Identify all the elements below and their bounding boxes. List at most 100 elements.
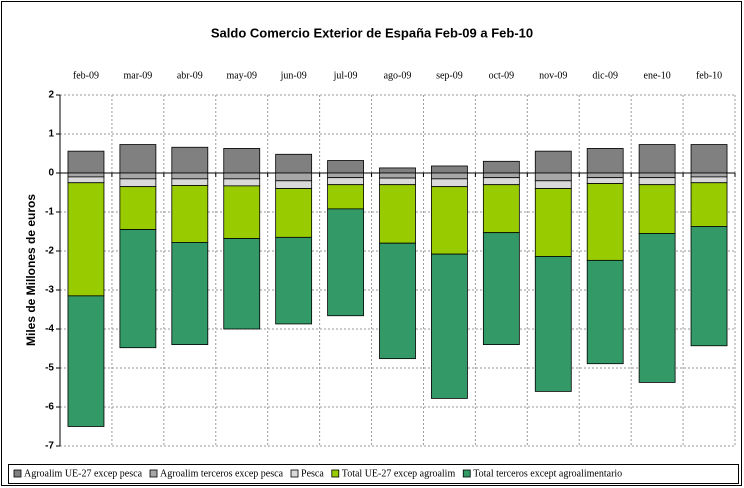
y-tick-label: -3 [45,285,54,296]
y-tick-label: 1 [48,129,54,140]
x-tick-label: jul-09 [333,70,358,81]
x-tick-label: mar-09 [124,70,153,81]
y-tick-label: -2 [45,246,54,257]
bar-segment [431,172,468,180]
bar-segment [690,176,728,184]
bar-segment [638,233,676,383]
x-tick-label: abr-09 [177,70,203,81]
bar-segment [638,144,676,174]
bar-segment [275,180,313,190]
bar-segment [327,208,364,317]
bar-segment [67,182,105,297]
bar-segment [223,238,261,330]
legend-swatch [462,469,471,478]
bar-segment [534,150,572,174]
bar-segment [327,160,364,174]
bar-segment [482,172,520,179]
x-tick-label: feb-10 [696,70,722,81]
legend-swatch [149,469,158,478]
bar-segment [379,177,416,186]
x-tick-label: may-09 [226,70,257,81]
x-tick-label: nov-09 [539,70,567,81]
x-tick-label: oct-09 [489,70,515,81]
y-tick-label: -4 [45,324,54,335]
chart-title: Saldo Comercio Exterior de España Feb-09… [211,25,533,40]
y-tick-label: -7 [45,441,54,452]
bar-segment [638,184,676,234]
bar-segment [67,150,105,174]
bar-segment [171,242,209,345]
bar-segment [690,144,728,174]
bar-segment [223,172,261,180]
bar-segment [275,188,313,238]
legend-label: Agroalim terceros excep pesca [160,468,284,479]
legend-label: Pesca [301,468,324,479]
bar-segment [119,144,157,174]
y-tick-label: -1 [45,207,54,218]
y-tick-label: 2 [48,90,54,101]
x-tick-label: ago-09 [384,70,412,81]
x-tick-label: feb-09 [73,70,99,81]
bar-segment [586,148,624,174]
bar-segment [327,184,364,210]
legend-swatch [290,469,299,478]
bar-segment [275,153,313,174]
legend-swatch [13,469,22,478]
bar-segment [119,172,157,180]
bar-segment [482,177,520,186]
x-tick-label: jun-09 [280,70,307,81]
bar-segment [638,172,676,179]
y-tick-label: 0 [48,168,54,179]
bar-segment [379,242,416,360]
bar-segment [119,186,157,230]
legend-label: Total UE-27 excep agroalim [342,468,456,479]
bar-segment [379,172,416,179]
bar-segment [223,185,261,239]
bar-segment [67,295,105,427]
y-axis-label: Miles de Millones de euros [24,194,38,346]
bar-segment [379,184,416,244]
bar-segment [690,172,728,178]
legend-label: Total terceros except agroalimentario [473,468,622,479]
x-tick-label: ene-10 [644,70,671,81]
bar-segment [275,236,313,325]
legend-swatch [331,469,340,478]
bar-segment [223,178,261,187]
legend-label: Agroalim UE-27 excep pesca [24,468,143,479]
x-tick-label: dic-09 [592,70,618,81]
bar-segment [119,229,157,349]
bar-segment [171,146,209,174]
bar-segment [431,253,468,399]
y-tick-label: -5 [45,363,54,374]
bar-segment [482,184,520,234]
bar-segment [119,178,157,188]
y-tick-label: -6 [45,402,54,413]
bar-segment [223,148,261,174]
bar-segment [379,167,416,174]
bar-segment [431,178,468,188]
bar-segment [171,172,209,180]
bar-segment [586,177,624,184]
bar-segment [431,165,468,174]
bar-segment [690,226,728,347]
bar-segment [431,186,468,255]
bar-segment [586,259,624,365]
bar-segment [638,177,676,186]
bar-segment [67,176,105,184]
bar-segment [534,188,572,257]
bar-segment [482,232,520,345]
bar-segment [534,256,572,392]
bar-segment [482,160,520,174]
bar-segment [327,172,364,179]
bar-segment [67,172,105,178]
legend-box [8,464,739,484]
bar-segment [171,178,209,186]
bar-segment [586,183,624,261]
x-tick-label: sep-09 [436,70,463,81]
bar-segment [171,185,209,243]
bar-segment [534,172,572,182]
bar-segment [327,177,364,186]
bar-segment [586,172,624,179]
bar-segment [275,172,313,182]
